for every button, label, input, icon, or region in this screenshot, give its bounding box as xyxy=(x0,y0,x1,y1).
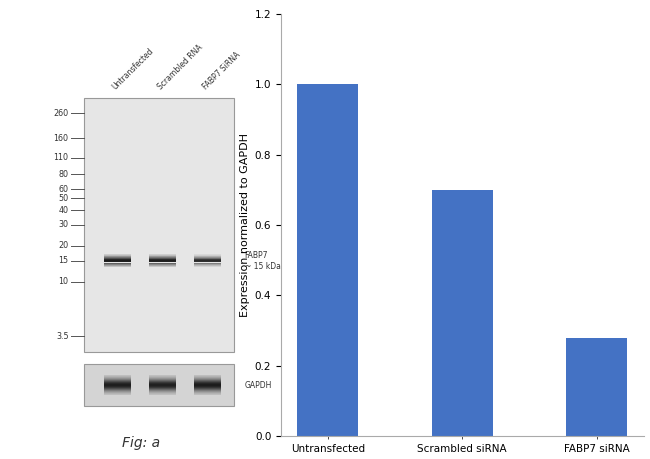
Text: 15: 15 xyxy=(58,256,69,265)
Bar xyxy=(194,386,221,387)
Bar xyxy=(194,378,221,379)
Bar xyxy=(104,388,131,389)
Bar xyxy=(104,391,131,392)
Bar xyxy=(104,381,131,382)
Text: 110: 110 xyxy=(54,153,69,162)
Bar xyxy=(104,386,131,387)
Bar xyxy=(149,380,176,381)
Bar xyxy=(194,388,221,389)
Bar xyxy=(84,98,235,352)
Bar xyxy=(104,378,131,379)
Bar xyxy=(194,381,221,382)
Bar xyxy=(194,394,221,395)
Bar xyxy=(432,190,493,436)
Bar xyxy=(149,389,176,390)
Bar xyxy=(84,364,235,407)
Bar xyxy=(149,387,176,388)
Bar xyxy=(194,393,221,394)
Text: FABP7 SiRNA: FABP7 SiRNA xyxy=(201,50,242,92)
Bar xyxy=(104,383,131,384)
Bar xyxy=(149,383,176,384)
Bar xyxy=(149,391,176,392)
Text: FABP7
~ 15 kDa: FABP7 ~ 15 kDa xyxy=(245,251,281,271)
Bar xyxy=(194,380,221,381)
Text: 160: 160 xyxy=(54,134,69,143)
Bar xyxy=(149,384,176,386)
Bar xyxy=(194,387,221,388)
Text: 20: 20 xyxy=(58,241,69,250)
Text: 50: 50 xyxy=(58,194,69,203)
Bar xyxy=(104,382,131,383)
Bar xyxy=(149,388,176,389)
Bar xyxy=(194,383,221,384)
Bar xyxy=(149,381,176,382)
Text: 40: 40 xyxy=(58,206,69,214)
Bar xyxy=(149,392,176,393)
Bar xyxy=(149,376,176,377)
Text: 260: 260 xyxy=(53,109,69,118)
Text: GAPDH: GAPDH xyxy=(245,381,272,390)
Text: Scrambled RNA: Scrambled RNA xyxy=(156,43,205,92)
Bar xyxy=(104,375,131,376)
Text: 60: 60 xyxy=(58,185,69,194)
Bar xyxy=(104,387,131,388)
Bar xyxy=(104,392,131,393)
Text: 3.5: 3.5 xyxy=(56,331,69,341)
Bar xyxy=(149,386,176,387)
Bar xyxy=(194,382,221,383)
Bar xyxy=(149,382,176,383)
Bar xyxy=(149,393,176,394)
Bar xyxy=(194,389,221,390)
Bar xyxy=(104,389,131,390)
Text: Untransfected: Untransfected xyxy=(111,47,156,92)
Bar xyxy=(194,384,221,386)
Text: 10: 10 xyxy=(58,277,69,286)
Text: 30: 30 xyxy=(58,220,69,230)
Bar xyxy=(194,376,221,377)
Bar xyxy=(194,391,221,392)
Bar xyxy=(104,384,131,386)
Bar xyxy=(104,376,131,377)
Bar xyxy=(194,392,221,393)
Bar xyxy=(149,377,176,378)
Text: Fig: a: Fig: a xyxy=(122,436,160,450)
Y-axis label: Expression normalized to GAPDH: Expression normalized to GAPDH xyxy=(240,133,250,317)
Bar xyxy=(298,84,358,436)
Bar xyxy=(149,375,176,376)
Bar xyxy=(194,375,221,376)
Bar xyxy=(149,378,176,379)
Bar xyxy=(194,377,221,378)
Bar xyxy=(104,380,131,381)
Bar xyxy=(104,393,131,394)
Bar xyxy=(149,394,176,395)
Bar xyxy=(104,394,131,395)
Bar xyxy=(104,377,131,378)
Text: 80: 80 xyxy=(58,170,69,179)
Bar xyxy=(567,337,627,436)
